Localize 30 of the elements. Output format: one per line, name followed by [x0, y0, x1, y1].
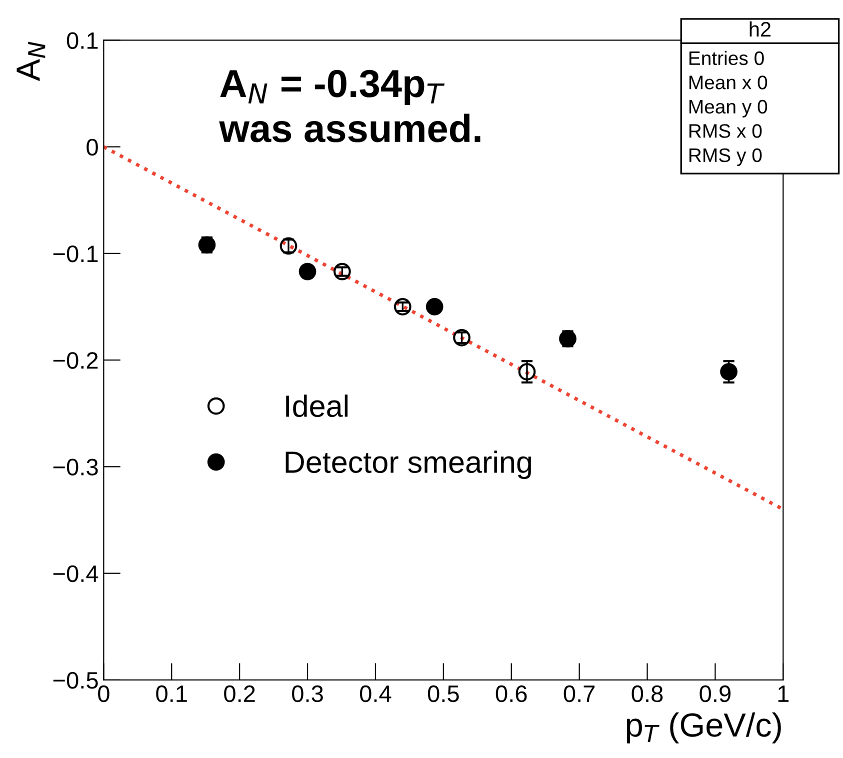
annotation: Mean y 0	[689, 100, 768, 118]
y-tick-label: −0.4	[53, 565, 98, 582]
y-tick-label: 0.1	[66, 32, 98, 49]
y-tick-label: −0.2	[53, 352, 98, 369]
annotation: was assumed.	[219, 114, 480, 142]
y-tick-label: −0.1	[53, 245, 98, 262]
annotation: RMS y 0	[689, 148, 762, 166]
y-tick-label: 0	[86, 138, 98, 156]
annotation: RMS x 0	[689, 124, 762, 138]
y-axis-title: A$_{N}$	[16, 42, 46, 82]
annotation: A$_{N}$ = -0.34p$_{T}$	[220, 70, 445, 106]
text: h2	[750, 21, 771, 36]
y-tick-label: −0.3	[53, 458, 98, 476]
x-tick-label: 0.5	[428, 685, 459, 702]
x-tick-label: 0.3	[292, 685, 323, 702]
x-tick-label: 0.4	[360, 685, 392, 702]
legend-label: Detector smearing	[286, 450, 531, 480]
x-tick-label: 0.6	[496, 685, 527, 702]
x-tick-label: 0	[98, 685, 110, 702]
x-tick-label: 0.1	[156, 685, 187, 702]
x-tick-label: 0.2	[224, 685, 255, 702]
x-tick-label: 0.8	[632, 685, 663, 702]
x-axis-title: p$_{T}$ (GeV/c)	[626, 712, 781, 744]
x-tick-label: 0.9	[700, 685, 730, 702]
annotation: Mean x 0	[689, 76, 768, 90]
x-tick-label: 1	[778, 686, 789, 702]
legend-label: Ideal	[286, 394, 348, 418]
y-tick-label: −0.5	[53, 672, 98, 689]
x-tick-label: 0.7	[564, 685, 595, 702]
annotation: Entries 0	[689, 50, 764, 66]
